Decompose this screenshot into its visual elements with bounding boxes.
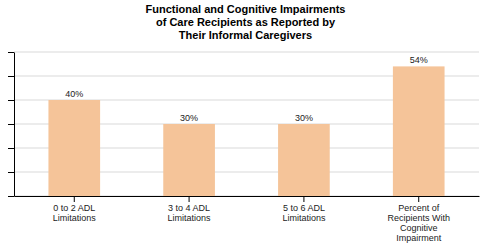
- tick: 5 to 6 ADLLimitations: [282, 196, 326, 223]
- tick-mark: [8, 76, 14, 77]
- bar: [163, 124, 215, 196]
- tick-label-line: Limitations: [168, 213, 212, 223]
- tick: [8, 52, 14, 53]
- tick-mark: [74, 196, 75, 202]
- tick-label-line: 3 to 4 ADL: [168, 203, 210, 213]
- data-labels: 40% 30% 30% 54%: [65, 55, 427, 123]
- tick-label: 5 to 6 ADLLimitations: [282, 203, 326, 223]
- tick-label-line: 5 to 6 ADL: [283, 203, 325, 213]
- tick-label-line: Impairment: [396, 233, 442, 243]
- tick: [8, 172, 14, 173]
- x-axis: 0 to 2 ADLLimitations3 to 4 ADLLimitatio…: [15, 196, 480, 243]
- tick-mark: [8, 124, 14, 125]
- tick-label: 3 to 4 ADLLimitations: [168, 203, 212, 223]
- tick-label: Percent ofRecipients WithCognitiveImpair…: [387, 203, 450, 243]
- title-line: Functional and Cognitive Impairments: [146, 3, 346, 15]
- data-label: 54%: [410, 55, 428, 65]
- tick-label: 0 to 2 ADLLimitations: [53, 203, 97, 223]
- data-label: 40%: [65, 89, 83, 99]
- axis-line: [15, 196, 480, 197]
- y-axis: [8, 53, 15, 197]
- tick: 3 to 4 ADLLimitations: [168, 196, 212, 223]
- tick-label-line: 0 to 2 ADL: [53, 203, 95, 213]
- tick: [8, 76, 14, 77]
- tick-label-line: Recipients With: [387, 213, 450, 223]
- data-label: 30%: [295, 113, 313, 123]
- data-label: 30%: [180, 113, 198, 123]
- tick: [8, 148, 14, 149]
- tick: 0 to 2 ADLLimitations: [53, 196, 97, 223]
- bar: [278, 124, 330, 196]
- tick-label-line: Cognitive: [400, 223, 438, 233]
- plot: 40%30%30%54%0 to 2 ADLLimitations3 to 4 …: [8, 52, 480, 243]
- tick-mark: [8, 52, 14, 53]
- tick-label-line: Limitations: [53, 213, 97, 223]
- chart: Functional and Cognitive Impairmentsof C…: [0, 0, 491, 252]
- tick-mark: [8, 172, 14, 173]
- tick: [8, 124, 14, 125]
- title: Functional and Cognitive Impairmentsof C…: [146, 3, 346, 41]
- grid: [14, 52, 479, 196]
- tick-label-line: Percent of: [398, 203, 440, 213]
- tick: Percent ofRecipients WithCognitiveImpair…: [387, 196, 450, 243]
- bar: [393, 66, 445, 196]
- tick-mark: [8, 196, 14, 197]
- title-line: Their Informal Caregivers: [179, 29, 312, 41]
- tick-mark: [8, 148, 14, 149]
- tick-mark: [418, 196, 419, 202]
- tick: [8, 100, 14, 101]
- tick-mark: [8, 100, 14, 101]
- tick-mark: [189, 196, 190, 202]
- grid-line: [14, 52, 479, 53]
- tick: [8, 196, 14, 197]
- bar: [48, 100, 100, 196]
- tick-label-line: Limitations: [282, 213, 326, 223]
- tick-mark: [303, 196, 304, 202]
- title-line: of Care Recipients as Reported by: [156, 16, 336, 28]
- chart-container: Functional and Cognitive Impairmentsof C…: [0, 0, 491, 252]
- axis-line: [14, 53, 15, 197]
- bars: [48, 66, 444, 196]
